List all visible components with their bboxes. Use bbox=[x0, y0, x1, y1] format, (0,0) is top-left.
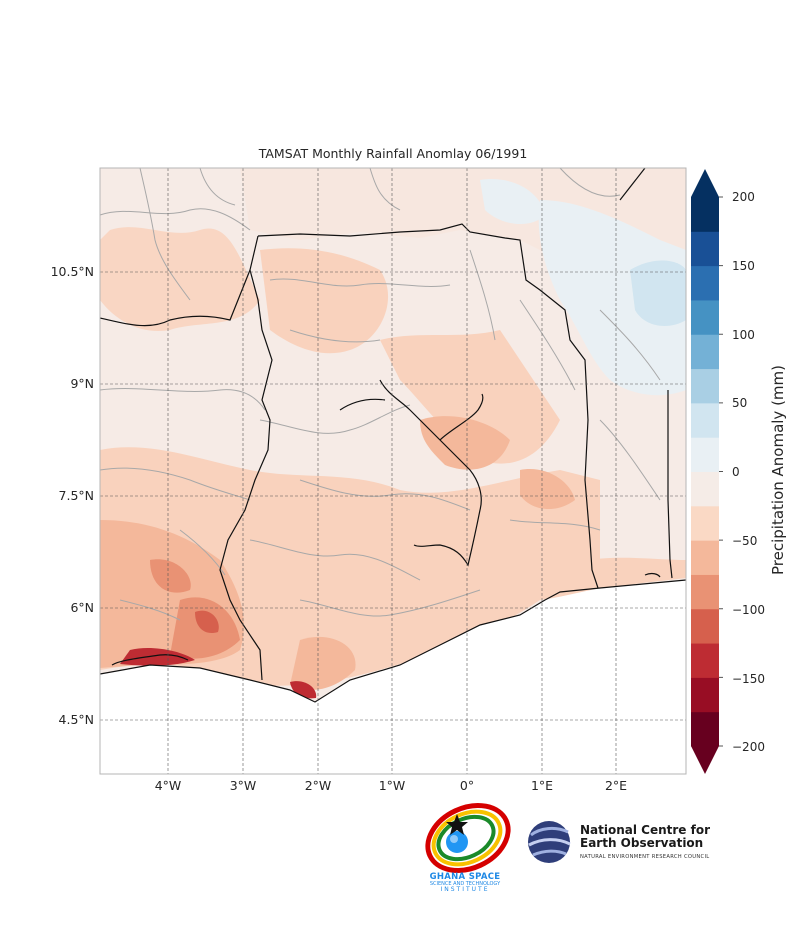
country-boundaries bbox=[99, 167, 687, 703]
anomaly-field bbox=[100, 168, 686, 699]
lat-label: 7.5°N bbox=[58, 488, 94, 503]
colorbar-segment bbox=[691, 368, 719, 404]
colorbar-segment bbox=[691, 299, 719, 335]
nceo-logo-subtext: NATURAL ENVIRONMENT RESEARCH COUNCIL bbox=[580, 854, 710, 860]
colorbar-segment bbox=[691, 265, 719, 301]
colorbar-title: Precipitation Anomaly (mm) bbox=[769, 364, 787, 576]
colorbar-segment bbox=[691, 677, 719, 713]
colorbar-extend-max bbox=[691, 169, 719, 197]
colorbar-extend-min bbox=[691, 746, 719, 774]
gssti-logo-text: GHANA SPACE bbox=[429, 872, 501, 882]
ocean bbox=[100, 580, 686, 774]
admin-boundaries bbox=[99, 167, 661, 621]
lat-label: 9°N bbox=[70, 376, 94, 391]
lon-label: 2°W bbox=[304, 778, 332, 793]
colorbar-segment bbox=[691, 402, 719, 438]
colorbar-segment bbox=[691, 437, 719, 472]
lon-label: 1°E bbox=[530, 778, 554, 793]
gssti-logo-subtext: INSTITUTE bbox=[440, 886, 490, 893]
colorbar-segment bbox=[691, 643, 719, 678]
colorbar-tick-label: 150 bbox=[732, 259, 755, 273]
map-title: TAMSAT Monthly Rainfall Anomlay 06/1991 bbox=[258, 146, 528, 161]
colorbar-segment bbox=[691, 574, 719, 610]
gssti-logo bbox=[425, 803, 511, 873]
colorbar bbox=[691, 169, 723, 774]
lon-label: 4°W bbox=[154, 778, 182, 793]
map-frame bbox=[99, 167, 687, 775]
lat-label: 6°N bbox=[70, 600, 94, 615]
colorbar-tick-label: 100 bbox=[732, 328, 755, 342]
colorbar-tick-label: −100 bbox=[732, 603, 765, 617]
colorbar-tick-label: −150 bbox=[732, 672, 765, 686]
colorbar-segment bbox=[691, 608, 719, 644]
colorbar-tick-label: −50 bbox=[732, 534, 758, 548]
colorbar-segment bbox=[691, 540, 719, 575]
colorbar-segment bbox=[691, 334, 719, 370]
nceo-logo-name: National Centre for Earth Observation bbox=[580, 823, 711, 850]
nceo-globe-icon bbox=[528, 821, 571, 863]
colorbar-segment bbox=[691, 471, 719, 507]
lon-label: 0° bbox=[459, 778, 475, 793]
lon-label: 2°E bbox=[604, 778, 628, 793]
gridlines bbox=[100, 168, 686, 774]
colorbar-tick-label: 0 bbox=[732, 465, 740, 479]
lat-label: 4.5°N bbox=[58, 712, 94, 727]
colorbar-tick-label: 200 bbox=[732, 190, 755, 204]
colorbar-tick-label: −200 bbox=[732, 740, 765, 754]
colorbar-tick-label: 50 bbox=[732, 396, 748, 410]
lat-label: 10.5°N bbox=[50, 264, 94, 279]
gssti-logo-subtext: SCIENCE AND TECHNOLOGY bbox=[429, 881, 501, 887]
lon-label: 3°W bbox=[229, 778, 257, 793]
lon-label: 1°W bbox=[378, 778, 406, 793]
colorbar-segment bbox=[691, 197, 719, 232]
colorbar-segment bbox=[691, 711, 719, 747]
colorbar-segment bbox=[691, 505, 719, 541]
colorbar-segment bbox=[691, 231, 719, 267]
